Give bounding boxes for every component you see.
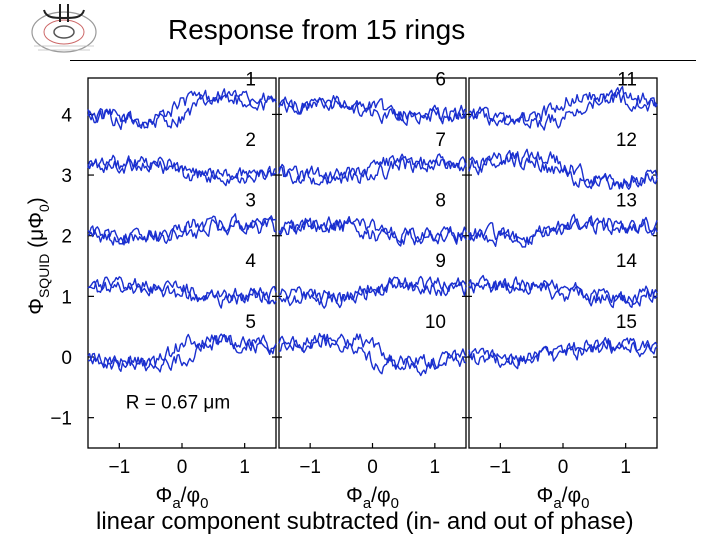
ring-label-8: 8 [435,191,446,212]
ring-trace-12 [468,151,658,190]
ring-label-2: 2 [245,130,256,151]
ring-label-15: 15 [616,312,637,333]
x-axis-label: Φa/φ0 [346,484,399,512]
y-tick-label: 0 [61,348,72,369]
y-axis-label: ΦSQUID (μΦ0) [25,197,52,315]
ring-trace-8 [278,216,467,245]
y-tick-label: −1 [50,409,72,430]
ring-label-5: 5 [245,312,256,333]
ring-trace-1 [87,88,277,129]
x-tick-label: −1 [489,457,511,478]
ring-label-10: 10 [425,312,446,333]
ring-trace-4 [87,276,277,309]
ring-trace-12 [468,148,658,190]
y-tick-label: 1 [61,287,72,308]
ring-trace-11 [468,85,658,131]
page-title: Response from 15 rings [168,14,466,45]
ring-trace-5 [87,334,277,373]
ring-label-11: 11 [617,69,637,90]
x-tick-label: 1 [620,457,631,478]
ring-label-14: 14 [616,251,638,272]
ring-trace-3 [87,213,277,246]
ring-label-13: 13 [616,191,637,212]
ring-trace-5 [87,333,277,372]
ring-trace-13 [468,213,658,247]
x-tick-label: 0 [558,457,569,478]
x-tick-label: −1 [299,457,321,478]
x-tick-label: 1 [239,457,250,478]
footer-caption: linear component subtracted (in- and out… [96,508,634,535]
ring-label-3: 3 [245,191,256,212]
ring-label-7: 7 [435,130,446,151]
ring-label-6: 6 [435,69,446,90]
ring-trace-4 [87,276,277,305]
x-axis-label: Φa/φ0 [156,484,209,512]
ring-trace-1 [87,89,277,131]
x-tick-label: −1 [108,457,130,478]
ring-trace-3 [87,215,277,245]
header-divider [70,60,696,61]
ring-trace-7 [278,153,467,185]
ring-trace-15 [468,339,658,370]
ring-trace-14 [468,274,658,309]
ring-trace-10 [278,332,467,375]
logo-icon [31,4,97,53]
ring-label-12: 12 [616,130,637,151]
ring-trace-14 [468,276,658,308]
ring-trace-6 [278,95,467,126]
x-axis-label: Φa/φ0 [537,484,590,512]
ring-trace-13 [468,217,658,248]
x-tick-label: 1 [430,457,441,478]
ring-trace-8 [278,216,467,247]
ring-trace-11 [468,89,658,127]
y-tick-label: 3 [61,166,72,187]
ring-label-1: 1 [245,69,256,90]
ring-label-4: 4 [245,251,256,272]
y-tick-label: 2 [61,227,72,248]
y-tick-label: 4 [61,105,72,126]
ring-trace-2 [87,154,277,183]
ring-trace-7 [278,153,467,186]
ring-trace-2 [87,155,277,187]
ring-trace-10 [278,333,467,377]
x-tick-label: 0 [177,457,188,478]
ring-trace-9 [278,276,467,309]
ring-label-9: 9 [435,251,446,272]
radius-annotation: R = 0.67 μm [126,393,230,414]
x-tick-label: 0 [367,457,378,478]
